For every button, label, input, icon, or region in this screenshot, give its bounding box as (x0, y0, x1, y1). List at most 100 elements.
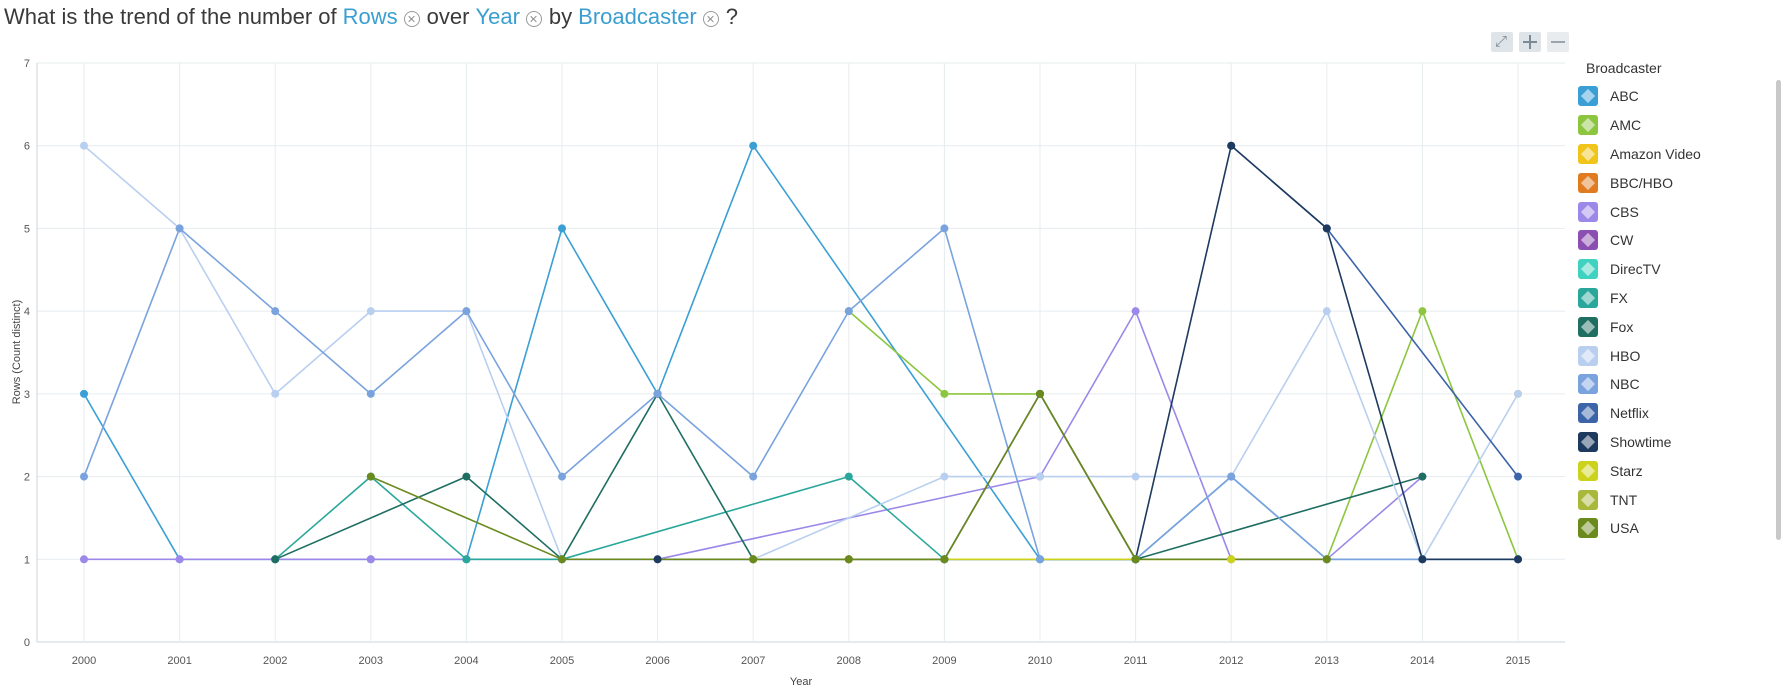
y-tick-label: 7 (24, 58, 30, 70)
legend-label: FX (1610, 289, 1628, 306)
legend-item[interactable]: Starz (1578, 456, 1701, 485)
legend-label: Fox (1610, 318, 1634, 335)
data-point (1036, 389, 1044, 398)
data-point (1036, 555, 1044, 564)
question-by: by (548, 4, 573, 29)
x-tick-label: 2003 (359, 655, 383, 667)
y-tick-label: 2 (24, 472, 30, 484)
data-point (80, 472, 88, 481)
legend-item[interactable]: Fox (1578, 312, 1701, 341)
data-point (749, 472, 758, 481)
data-point (1036, 472, 1044, 481)
clear-group-icon[interactable] (702, 11, 719, 27)
clear-dimension-icon[interactable] (525, 11, 542, 27)
legend-label: AMC (1610, 117, 1642, 134)
legend-label: HBO (1610, 347, 1641, 364)
legend-swatch-icon (1578, 230, 1598, 251)
data-point (462, 307, 471, 316)
legend-item[interactable]: FX (1578, 284, 1701, 313)
data-point (366, 555, 375, 564)
legend-item[interactable]: CW (1578, 226, 1701, 255)
legend-swatch-icon (1578, 460, 1598, 481)
x-tick-label: 2015 (1506, 655, 1530, 667)
data-point (271, 307, 280, 316)
data-point (175, 224, 184, 233)
y-tick-label: 4 (24, 306, 30, 318)
legend-item[interactable]: TNT (1578, 485, 1701, 514)
legend-swatch-icon (1578, 403, 1598, 424)
legend-label: Starz (1610, 462, 1643, 479)
x-tick-label: 2009 (932, 655, 956, 667)
legend-item[interactable]: Amazon Video (1578, 140, 1701, 169)
series-line-nbc (83, 227, 1518, 561)
legend-item[interactable]: NBC (1578, 370, 1701, 399)
data-point (749, 141, 758, 150)
x-tick-label: 2005 (550, 655, 574, 667)
legend-swatch-icon (1578, 316, 1598, 337)
legend-item[interactable]: USA (1578, 514, 1701, 543)
x-tick-label: 2004 (454, 655, 478, 667)
x-tick-label: 2011 (1124, 655, 1148, 667)
data-point (1227, 472, 1236, 481)
data-point (80, 141, 88, 150)
data-point (1322, 555, 1331, 564)
data-point (271, 389, 280, 398)
legend-scrollbar[interactable] (1776, 80, 1781, 540)
legend-item[interactable]: HBO (1578, 341, 1701, 370)
x-tick-label: 2000 (72, 655, 96, 667)
legend-item[interactable]: AMC (1578, 111, 1701, 140)
legend-title: Broadcaster (1586, 60, 1662, 76)
data-point (749, 555, 758, 564)
legend-item[interactable]: BBC/HBO (1578, 168, 1701, 197)
data-point (1418, 555, 1427, 564)
fullscreen-icon[interactable] (1491, 32, 1513, 52)
clear-measure-icon[interactable] (403, 11, 420, 27)
y-tick-label: 5 (24, 223, 30, 235)
data-point (1322, 307, 1331, 316)
group-token[interactable]: Broadcaster (578, 4, 697, 29)
legend-item[interactable]: ABC (1578, 82, 1701, 111)
x-axis-label: Year (790, 676, 813, 688)
data-point (558, 224, 566, 233)
data-point (1418, 307, 1427, 316)
legend-item[interactable]: CBS (1578, 197, 1701, 226)
data-point (80, 389, 88, 398)
x-tick-label: 2013 (1315, 655, 1339, 667)
legend-item[interactable]: Netflix (1578, 399, 1701, 428)
x-tick-label: 2008 (837, 655, 861, 667)
legend-swatch-icon (1578, 345, 1598, 366)
zoom-in-icon[interactable] (1519, 32, 1541, 52)
dimension-token[interactable]: Year (475, 4, 520, 29)
question-prefix: What is the trend of the number of (4, 4, 337, 29)
data-point (558, 472, 566, 481)
zoom-out-icon[interactable] (1547, 32, 1569, 52)
legend-label: Showtime (1610, 433, 1672, 450)
data-point (940, 555, 949, 564)
legend-swatch-icon (1578, 172, 1598, 193)
data-point (1418, 472, 1427, 481)
data-point (1131, 307, 1140, 316)
legend-item[interactable]: DirecTV (1578, 255, 1701, 284)
x-tick-label: 2012 (1219, 655, 1243, 667)
x-tick-label: 2014 (1410, 655, 1434, 667)
data-point (844, 555, 853, 564)
data-point (1514, 555, 1522, 564)
legend-label: CBS (1610, 203, 1639, 220)
series-line-showtime (657, 144, 1518, 561)
legend-swatch-icon (1578, 489, 1598, 510)
x-tick-label: 2010 (1028, 655, 1052, 667)
legend-swatch-icon (1578, 143, 1598, 164)
legend-label: ABC (1610, 88, 1639, 105)
legend-swatch-icon (1578, 431, 1598, 452)
data-point (80, 555, 88, 564)
legend-swatch-icon (1578, 115, 1598, 136)
x-tick-label: 2006 (645, 655, 669, 667)
series-line-usa (370, 393, 1327, 561)
measure-token[interactable]: Rows (342, 4, 398, 29)
legend-item[interactable]: Showtime (1578, 428, 1701, 457)
data-point (1322, 224, 1331, 233)
data-point (366, 389, 375, 398)
data-point (1227, 555, 1236, 564)
series-line-fx (274, 475, 1136, 561)
data-point (844, 307, 853, 316)
